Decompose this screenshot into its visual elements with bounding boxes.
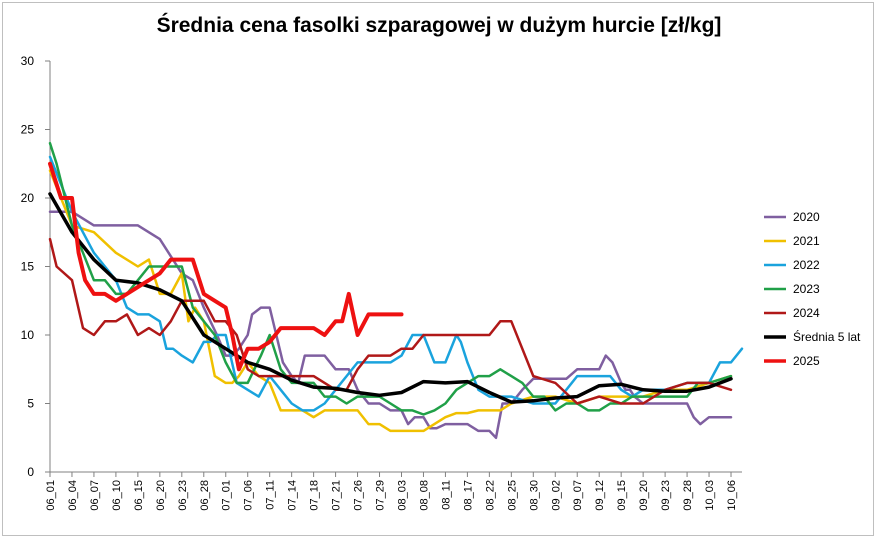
series-line-5: [48, 237, 733, 405]
x-tick-label: 06_28: [199, 480, 211, 511]
x-tick-label: 06_10: [111, 480, 123, 511]
x-tick-label: 09_12: [594, 480, 606, 511]
x-tick-label: 07_11: [265, 480, 277, 510]
series-line-1: [48, 210, 733, 440]
legend-label: 2022: [793, 258, 820, 272]
x-tick-label: 09_28: [682, 480, 694, 511]
x-tick-label: 06_07: [89, 480, 101, 511]
x-tick-label: 09_02: [550, 480, 562, 511]
series-line-3: [48, 155, 744, 412]
legend-label: 2025: [793, 354, 820, 368]
y-tick-label: 0: [27, 465, 34, 479]
legend-label: 2024: [793, 306, 820, 320]
x-tick-label: 08_03: [396, 480, 408, 511]
x-tick-label: 08_22: [484, 480, 496, 511]
x-tick-label: 06_20: [155, 480, 167, 511]
y-tick-label: 25: [21, 123, 35, 137]
legend-label: 2023: [793, 282, 820, 296]
x-tick-label: 08_30: [528, 480, 540, 511]
x-tick-label: 06_23: [177, 480, 189, 511]
x-tick-label: 06_01: [45, 480, 57, 511]
x-tick-label: 08_11: [440, 480, 452, 510]
series-line-7: [48, 161, 404, 372]
x-tick-label: 06_04: [67, 480, 79, 511]
x-tick-label: 09_15: [616, 480, 628, 511]
chart-series-lines: [48, 141, 744, 440]
x-tick-label: 07_14: [287, 480, 299, 511]
x-tick-label: 08_08: [418, 480, 430, 511]
chart-title: Średnia cena fasolki szparagowej w dużym…: [156, 14, 722, 37]
x-tick-label: 09_20: [638, 480, 650, 511]
x-tick-label: 06_15: [133, 480, 145, 511]
x-tick-label: 09_23: [660, 480, 672, 511]
x-tick-label: 10_03: [704, 480, 716, 511]
x-tick-label: 07_01: [221, 480, 233, 511]
y-tick-label: 15: [21, 260, 35, 274]
y-tick-label: 10: [21, 328, 35, 342]
x-tick-label: 09_07: [572, 480, 584, 511]
x-tick-label: 08_17: [462, 480, 474, 511]
x-tick-label: 07_26: [353, 480, 365, 511]
x-tick-label: 07_18: [309, 480, 321, 511]
y-tick-label: 5: [27, 397, 34, 411]
x-tick-label: 07_29: [375, 480, 387, 511]
series-line-2: [48, 169, 733, 433]
legend-label: Średnia 5 lat: [793, 329, 861, 344]
x-tick-label: 08_25: [506, 480, 518, 511]
x-tick-label: 07_06: [243, 480, 255, 511]
chart-legend: 2020 2021 2022 2023 2024 Średnia 5 lat 2025: [764, 210, 861, 368]
series-line-6: [48, 192, 733, 404]
y-tick-label: 30: [21, 54, 35, 68]
chart-axes: 0 5 10 15 20 25 30 06_01 06_04 06_07 06_10 06_15 06_…: [21, 54, 742, 511]
x-tick-label: 07_21: [331, 480, 343, 511]
legend-label: 2020: [793, 210, 820, 224]
y-tick-label: 20: [21, 191, 35, 205]
x-tick-label: 10_06: [726, 480, 738, 511]
legend-label: 2021: [793, 234, 820, 248]
